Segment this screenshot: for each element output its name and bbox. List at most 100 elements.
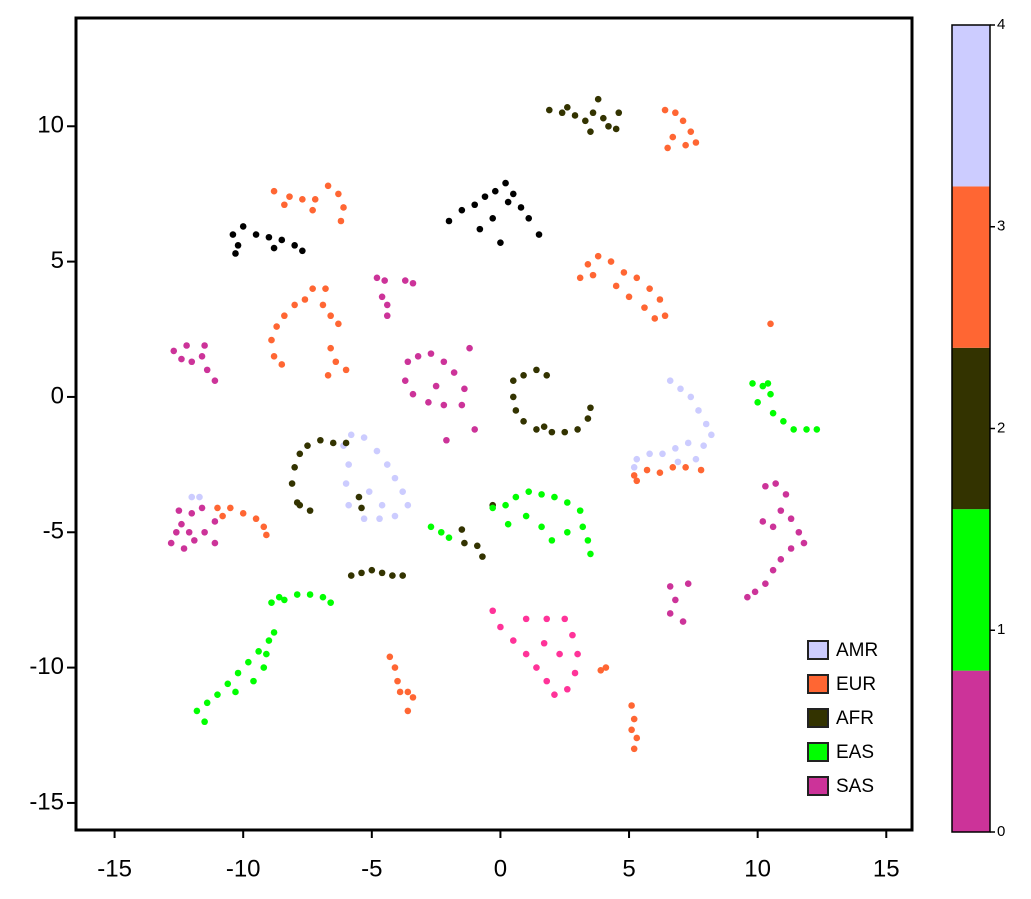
point	[445, 534, 453, 541]
point	[587, 404, 594, 412]
point	[427, 523, 435, 531]
point	[571, 112, 579, 119]
point	[633, 274, 641, 282]
point	[744, 593, 751, 601]
point	[373, 274, 381, 282]
point	[584, 415, 592, 422]
point	[178, 520, 185, 528]
point	[769, 523, 777, 531]
legend-label: AFR	[836, 708, 874, 729]
point	[335, 190, 342, 198]
point	[173, 528, 180, 536]
point	[203, 366, 211, 374]
point	[324, 371, 332, 379]
point	[409, 279, 417, 287]
point	[491, 187, 499, 195]
point	[214, 504, 221, 512]
point	[695, 407, 702, 414]
x-tick-label: -15	[97, 855, 132, 882]
point	[803, 426, 810, 433]
point	[391, 474, 399, 482]
point	[564, 104, 571, 111]
legend-swatch	[807, 742, 829, 762]
point	[324, 182, 332, 190]
point	[409, 694, 417, 701]
point	[288, 480, 296, 487]
point	[612, 282, 620, 290]
point	[666, 610, 674, 617]
point	[378, 293, 386, 301]
point	[692, 455, 700, 463]
point	[787, 515, 795, 523]
point	[286, 193, 293, 200]
point	[239, 510, 247, 517]
legend-label: SAS	[836, 776, 874, 797]
point	[327, 344, 334, 352]
y-tick-label: -10	[29, 653, 64, 680]
point	[520, 417, 527, 425]
point	[564, 685, 571, 693]
y-tick-label: 5	[51, 247, 64, 274]
point	[697, 466, 705, 474]
point	[296, 450, 304, 458]
point	[299, 247, 306, 255]
point	[229, 231, 237, 238]
point	[342, 366, 350, 374]
point	[584, 537, 592, 544]
point	[275, 593, 283, 601]
point	[281, 201, 288, 209]
point	[383, 301, 391, 309]
point	[546, 106, 553, 114]
point	[358, 569, 365, 577]
point	[569, 631, 576, 639]
point	[533, 366, 540, 374]
point	[512, 493, 520, 501]
point	[260, 523, 268, 531]
point	[401, 277, 409, 284]
point	[620, 269, 628, 276]
point	[265, 233, 273, 241]
point	[679, 618, 687, 625]
point	[543, 371, 551, 379]
point	[383, 312, 391, 320]
point	[234, 242, 242, 249]
legend-label: AMR	[836, 640, 878, 661]
point	[201, 718, 208, 726]
point	[749, 380, 756, 387]
point	[432, 382, 440, 390]
point	[502, 179, 509, 187]
point	[512, 407, 520, 414]
point	[669, 464, 677, 471]
point	[427, 350, 435, 357]
point	[263, 531, 270, 539]
legend-swatch	[807, 776, 829, 796]
point	[458, 526, 466, 533]
y-tick-label: 10	[37, 112, 64, 139]
point	[198, 504, 206, 512]
point	[502, 501, 509, 509]
point	[440, 401, 448, 409]
point	[509, 393, 517, 401]
point	[270, 187, 278, 195]
point	[602, 664, 610, 671]
point	[558, 109, 566, 117]
point	[551, 493, 558, 501]
point	[687, 128, 695, 135]
point	[265, 637, 273, 644]
point	[533, 426, 540, 433]
point	[561, 428, 569, 436]
point	[656, 469, 664, 477]
point	[263, 650, 270, 658]
point	[751, 588, 759, 596]
point	[679, 117, 687, 125]
point	[509, 637, 517, 644]
point	[389, 572, 396, 579]
point	[630, 715, 638, 723]
point	[582, 117, 589, 125]
point	[522, 650, 530, 658]
x-tick-label: 5	[622, 855, 635, 882]
point	[327, 599, 334, 606]
point	[574, 426, 581, 433]
colorbar-segment	[952, 509, 990, 671]
